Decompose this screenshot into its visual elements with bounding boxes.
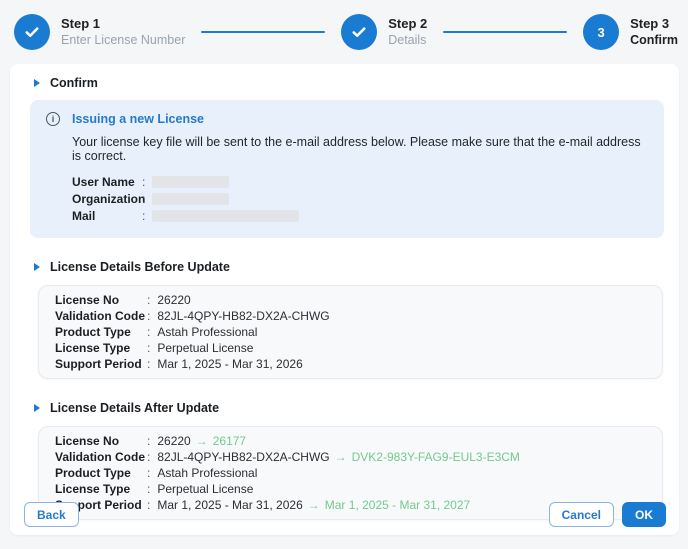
redacted-user-name-value [152,175,230,188]
row-new-value: Mar 1, 2025 - Mar 31, 2027 [324,498,471,512]
row-label: License Type [55,482,131,496]
colon: : [147,309,151,323]
row-new-value: 26177 [212,434,247,448]
confirm-card: Confirm i Issuing a new License Your lic… [10,64,679,535]
row-value: Mar 1, 2025 - Mar 31, 2026 [157,357,303,371]
row-new-value: DVK2-983Y-FAG9-EUL3-E3CM [351,450,520,464]
step-3[interactable]: 3 Step 3 Confirm [583,14,678,50]
expand-arrow-icon [34,263,40,271]
step-1[interactable]: Step 1 Enter License Number [14,14,185,50]
colon: : [147,293,151,307]
section-header-confirm[interactable]: Confirm [34,64,679,90]
colon: : [142,191,146,206]
row-value: 26220 [157,293,191,307]
change-arrow-icon: → [195,434,208,448]
field-organization-label: Organization [72,191,146,206]
after-row-product-type: Product Type : Astah Professional [55,465,646,481]
row-label: Support Period [55,357,142,371]
step-3-number-circle: 3 [583,14,620,50]
redacted-mail-value [152,209,300,222]
colon: : [142,174,146,189]
colon: : [147,498,151,512]
step-3-number: 3 [597,24,605,40]
row-label: Product Type [55,466,131,480]
step-1-title: Step 1 [61,15,101,31]
after-row-validation-code: Validation Code : 82JL-4QPY-HB82-DX2A-CH… [55,449,646,465]
after-row-license-no: License No : 26220 → 26177 [55,433,646,449]
info-icon: i [46,112,60,126]
step-2-title: Step 2 [388,15,428,31]
field-mail: Mail : [72,207,648,224]
before-row-product-type: Product Type : Astah Professional [55,324,646,340]
field-organization: Organization : [72,190,648,207]
issuing-notice-box: i Issuing a new License Your license key… [30,100,664,238]
stepper-connector-2 [443,31,568,33]
change-arrow-icon: → [334,450,347,464]
notice-title: Issuing a new License [72,112,204,126]
before-row-validation-code: Validation Code : 82JL-4QPY-HB82-DX2A-CH… [55,308,646,324]
redacted-organization-value [152,192,230,205]
colon: : [147,325,151,339]
row-value: Astah Professional [157,325,258,339]
row-label: License Type [55,341,131,355]
row-old-value: 82JL-4QPY-HB82-DX2A-CHWG [157,450,330,464]
row-label: Product Type [55,325,131,339]
after-row-license-type: License Type : Perpetual License [55,481,646,497]
step-2-subtitle: Details [388,32,427,47]
colon: : [147,482,151,496]
colon: : [147,341,151,355]
before-update-panel: License No : 26220 Validation Code : 82J… [38,285,663,379]
step-3-subtitle: Confirm [630,32,678,47]
colon: : [142,208,146,223]
before-row-support-period: Support Period : Mar 1, 2025 - Mar 31, 2… [55,356,646,372]
step-3-title: Step 3 [630,15,670,31]
footer-button-bar: Back Cancel OK [10,502,679,527]
before-row-license-no: License No : 26220 [55,292,646,308]
check-icon [23,23,41,41]
section-header-after-update[interactable]: License Details After Update [34,401,679,415]
stepper-connector-1 [201,31,326,33]
check-icon [350,23,368,41]
step-2[interactable]: Step 2 Details [341,14,427,50]
colon: : [147,434,151,448]
back-button[interactable]: Back [24,502,79,527]
row-label: License No [55,434,120,448]
row-label: License No [55,293,120,307]
row-label: Validation Code [55,450,146,464]
step-2-check-circle [341,14,378,50]
row-label: Validation Code [55,309,146,323]
field-user-name-label: User Name [72,174,135,189]
section-header-before-update[interactable]: License Details Before Update [34,260,679,274]
row-value: Perpetual License [157,341,254,355]
before-row-license-type: License Type : Perpetual License [55,340,646,356]
wizard-stepper: Step 1 Enter License Number Step 2 Detai… [0,0,688,64]
after-update-panel: License No : 26220 → 26177 Validation Co… [38,426,663,520]
row-old-value: Mar 1, 2025 - Mar 31, 2026 [157,498,303,512]
row-value: 82JL-4QPY-HB82-DX2A-CHWG [157,309,330,323]
step-1-subtitle: Enter License Number [61,32,186,47]
colon: : [147,466,151,480]
field-user-name: User Name : [72,173,648,190]
section-title-before-update: License Details Before Update [50,260,230,274]
cancel-button[interactable]: Cancel [548,502,614,527]
section-title-confirm: Confirm [50,76,98,90]
colon: : [147,450,151,464]
notice-fields: User Name : Organization : Mail : [72,173,648,224]
row-value: Perpetual License [157,482,254,496]
colon: : [147,357,151,371]
notice-body: Your license key file will be sent to th… [72,135,641,163]
expand-arrow-icon [34,79,40,87]
change-arrow-icon: → [307,498,320,512]
row-value: Astah Professional [157,466,258,480]
ok-button[interactable]: OK [622,502,666,527]
expand-arrow-icon [34,404,40,412]
field-mail-label: Mail [72,208,96,223]
row-old-value: 26220 [157,434,191,448]
section-title-after-update: License Details After Update [50,401,220,415]
step-1-check-circle [14,14,50,50]
